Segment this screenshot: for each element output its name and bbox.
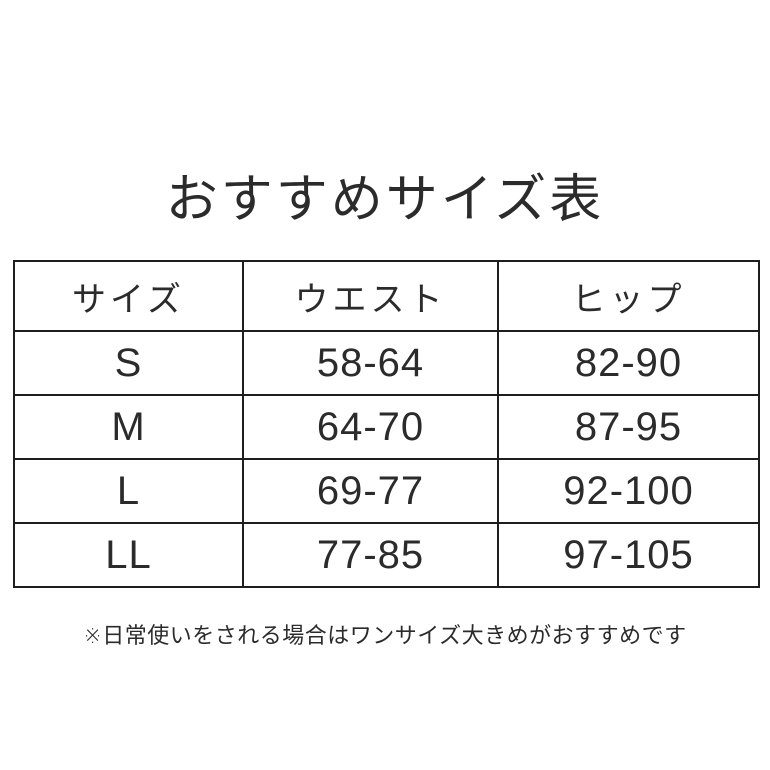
page-title: おすすめサイズ表	[165, 171, 605, 229]
table-row: S 58-64 82-90	[13, 330, 760, 396]
table-row: LL 77-85 97-105	[13, 522, 760, 588]
hip-cell: 87-95	[497, 394, 760, 460]
hip-cell: 82-90	[497, 330, 760, 396]
size-cell: S	[13, 330, 244, 396]
table-header-row: サイズ ウエスト ヒップ	[13, 260, 760, 332]
waist-cell: 69-77	[242, 458, 499, 524]
size-cell: LL	[13, 522, 244, 588]
waist-cell: 77-85	[242, 522, 499, 588]
size-cell: M	[13, 394, 244, 460]
table-row: M 64-70 87-95	[13, 394, 760, 460]
size-cell: L	[13, 458, 244, 524]
waist-cell: 64-70	[242, 394, 499, 460]
size-table: サイズ ウエスト ヒップ S 58-64 82-90 M 64-70 87-95…	[13, 260, 760, 588]
column-header-size: サイズ	[13, 260, 244, 332]
hip-cell: 92-100	[497, 458, 760, 524]
column-header-hip: ヒップ	[497, 260, 760, 332]
footnote: ※日常使いをされる場合はワンサイズ大きめがおすすめです	[83, 623, 687, 648]
hip-cell: 97-105	[497, 522, 760, 588]
table-row: L 69-77 92-100	[13, 458, 760, 524]
column-header-waist: ウエスト	[242, 260, 499, 332]
waist-cell: 58-64	[242, 330, 499, 396]
